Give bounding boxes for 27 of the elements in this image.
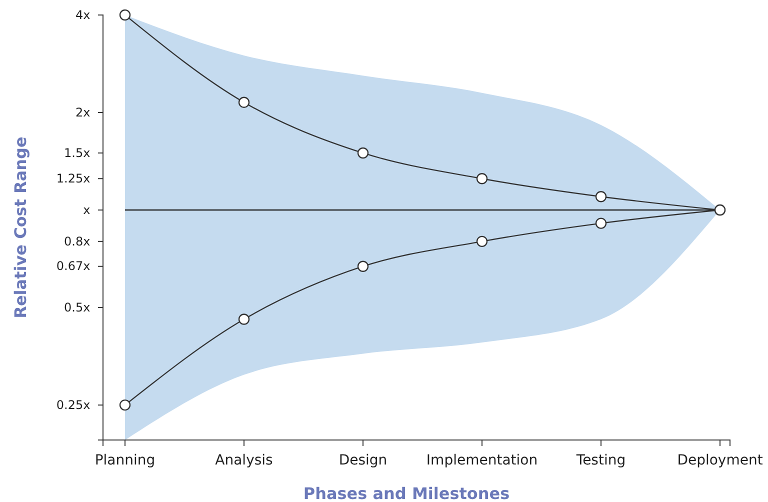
point (119, 399, 131, 411)
point (238, 314, 250, 325)
x-axis-title: Phases and Milestones (303, 484, 510, 502)
point (595, 191, 607, 202)
point (357, 147, 369, 159)
point (119, 9, 131, 21)
x-tick-label: Design (338, 452, 388, 468)
x-tick-label: Planning (94, 452, 156, 468)
y-tick-label: 1.25x (56, 171, 90, 186)
x-tick-label: Testing (575, 452, 626, 468)
x-tick-label: Implementation (426, 452, 538, 468)
point (238, 96, 250, 108)
x-tick-label: Analysis (215, 452, 273, 468)
y-tick-label: 0.5x (64, 300, 90, 314)
point (476, 236, 488, 248)
y-tick-label: 4x (75, 8, 90, 22)
y-tick-label: 0.67x (56, 259, 90, 274)
y-tick-label: 0.8x (64, 234, 90, 248)
x-tick-label: Deployment (677, 452, 764, 468)
y-axis-title: Relative Cost Range (11, 136, 30, 318)
point (476, 173, 488, 184)
y-tick-label: 2x (75, 105, 90, 120)
y-tick-label: x (83, 202, 90, 217)
y-tick-label: 1.5x (64, 146, 90, 160)
point (595, 218, 607, 229)
y-tick-label: 0.25x (56, 398, 90, 412)
point (357, 260, 369, 272)
